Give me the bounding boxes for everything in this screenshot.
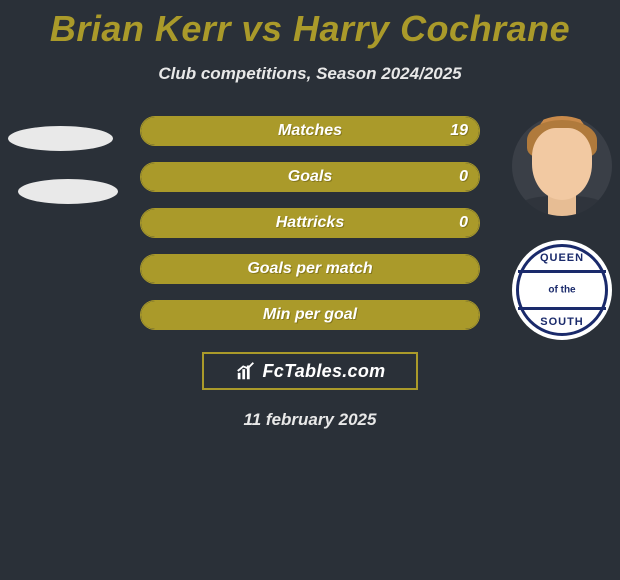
chart-icon: [235, 360, 257, 382]
bar-value-left: [152, 162, 202, 192]
player-left-club-placeholder: [18, 179, 118, 204]
player-right-club-crest: QUEEN of the SOUTH: [512, 240, 612, 340]
player-right-column: QUEEN of the SOUTH: [512, 116, 612, 340]
bar-value-right: [418, 254, 468, 284]
comparison-area: QUEEN of the SOUTH Matches19 Goals0 Hattri…: [0, 116, 620, 346]
comparison-bars: Matches19 Goals0 Hattricks0 Goals per match…: [140, 116, 480, 346]
bar-value-left: [152, 208, 202, 238]
crest-bottom-text: SOUTH: [512, 316, 612, 328]
bar-row: Goals per match: [140, 254, 480, 284]
player-left-photo-placeholder: [8, 126, 113, 151]
bar-value-left: [152, 116, 202, 146]
bar-row: Matches19: [140, 116, 480, 146]
bar-row: Hattricks0: [140, 208, 480, 238]
bar-row: Goals0: [140, 162, 480, 192]
bar-value-left: [152, 300, 202, 330]
bar-value-right: 0: [418, 208, 468, 238]
bar-row: Min per goal: [140, 300, 480, 330]
bar-value-left: [152, 254, 202, 284]
player-right-photo: [512, 116, 612, 216]
date-line: 11 february 2025: [0, 410, 620, 430]
bar-value-right: 19: [418, 116, 468, 146]
brand-name: FcTables.com: [263, 361, 386, 382]
crest-mid-text: of the: [548, 285, 575, 296]
crest-top-text: QUEEN: [512, 252, 612, 264]
page-title: Brian Kerr vs Harry Cochrane: [0, 0, 620, 50]
player-left-column: [8, 116, 118, 204]
bar-value-right: 0: [418, 162, 468, 192]
bar-value-right: [418, 300, 468, 330]
subtitle: Club competitions, Season 2024/2025: [0, 64, 620, 84]
brand-box: FcTables.com: [202, 352, 418, 390]
